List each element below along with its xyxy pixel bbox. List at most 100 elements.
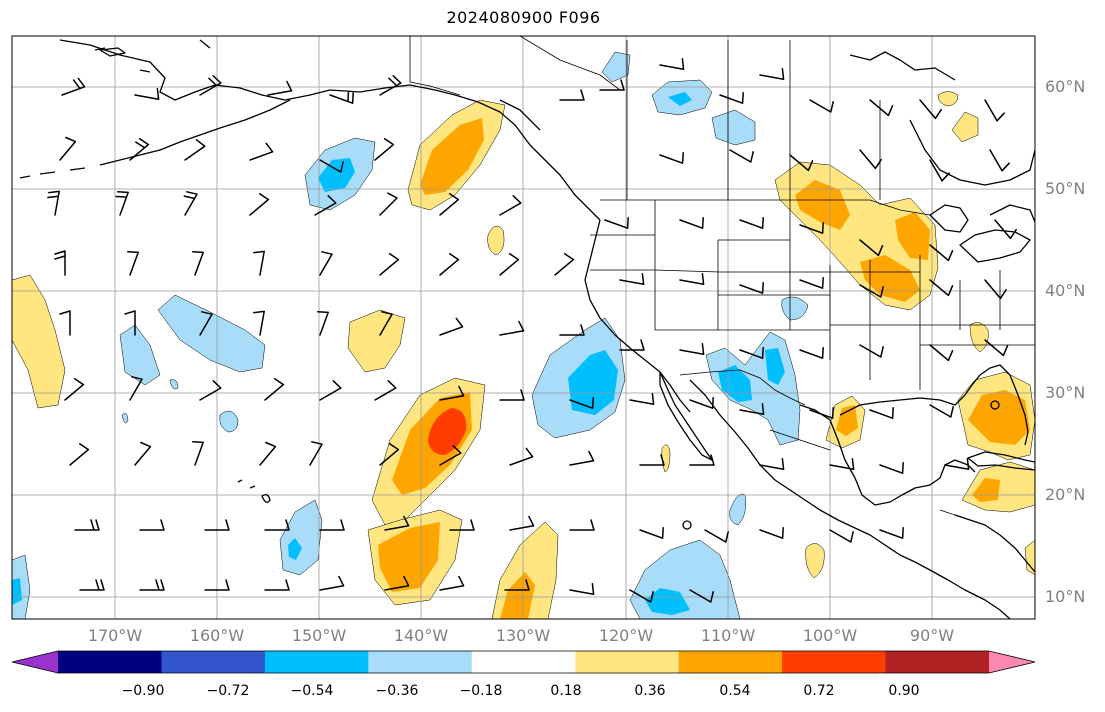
wind-barb xyxy=(559,324,585,336)
wind-barb xyxy=(759,458,785,470)
wind-barb xyxy=(449,519,475,531)
anomaly-region xyxy=(836,405,858,436)
wind-barb xyxy=(789,154,814,172)
wind-barb xyxy=(569,519,595,531)
wind-barb xyxy=(439,445,462,466)
wind-barb xyxy=(79,579,105,591)
wind-barb xyxy=(984,339,1009,357)
lat-label: 20°N xyxy=(1045,485,1086,504)
anomaly-region xyxy=(288,538,302,560)
wind-barb xyxy=(929,344,954,362)
border xyxy=(590,234,1035,346)
wind-barb xyxy=(619,339,645,351)
wind-barb xyxy=(729,149,754,163)
map-frame xyxy=(11,35,1036,620)
wind-barb xyxy=(739,403,765,415)
anomaly-region xyxy=(972,478,1000,502)
wind-barb xyxy=(944,458,970,470)
colorbar-segment xyxy=(678,651,783,673)
wind-barb xyxy=(619,273,645,285)
colorbar xyxy=(11,650,1036,674)
wind-barb xyxy=(309,441,323,466)
wind-barb xyxy=(639,454,665,466)
colorbar-segment xyxy=(58,651,162,673)
lat-label: 10°N xyxy=(1045,587,1086,606)
wind-barb xyxy=(659,58,685,70)
wind-barb xyxy=(69,443,90,466)
lon-label: 130°W xyxy=(495,626,551,645)
wind-barb xyxy=(379,192,398,216)
wind-barb xyxy=(569,397,594,409)
wind-barb xyxy=(499,320,525,336)
wind-barb xyxy=(799,222,824,234)
anomaly-region xyxy=(420,118,484,195)
negative-anomaly-regions xyxy=(12,51,809,619)
anomaly-region xyxy=(805,543,825,579)
anomaly-region xyxy=(951,111,979,143)
wind-barb xyxy=(264,579,290,591)
anomaly-region xyxy=(428,408,467,455)
anomaly-region xyxy=(500,572,535,619)
positive-anomaly-regions xyxy=(12,91,1035,619)
wind-barb xyxy=(259,441,277,466)
lon-label: 170°W xyxy=(87,626,143,645)
coastline xyxy=(959,229,1031,263)
wind-barb xyxy=(264,378,285,401)
wind-barb xyxy=(859,149,882,170)
anomaly-region xyxy=(729,493,746,526)
wind-barb xyxy=(124,310,136,336)
political-borders xyxy=(409,36,1035,521)
colorbar-tick-label: −0.72 xyxy=(206,683,250,699)
coastline xyxy=(967,451,1035,471)
wind-barb xyxy=(134,441,152,466)
wind-barb xyxy=(719,92,744,104)
island xyxy=(990,400,1000,410)
colorbar-outline xyxy=(11,650,1036,674)
border xyxy=(519,36,621,91)
colorbar-segment xyxy=(782,651,887,673)
anomaly-region xyxy=(1024,539,1035,576)
wind-barb xyxy=(629,393,655,405)
anomaly-region xyxy=(968,390,1030,445)
wind-barb xyxy=(267,80,293,96)
wind-barb xyxy=(984,279,1007,300)
colorbar-segment xyxy=(161,651,266,673)
border xyxy=(679,369,806,406)
wind-barb xyxy=(879,462,904,474)
wind-barb xyxy=(929,159,950,182)
wind-barb xyxy=(183,191,198,216)
wind-barb xyxy=(879,527,904,539)
anomaly-region xyxy=(860,255,920,302)
wind-barb xyxy=(249,142,274,161)
colorbar-tick-label: −0.18 xyxy=(459,683,503,699)
coastline xyxy=(989,204,1035,223)
wind-barb xyxy=(659,152,684,164)
border xyxy=(626,40,881,200)
colorbar-segment xyxy=(264,651,369,673)
coastline xyxy=(94,47,541,131)
wind-barb xyxy=(253,250,265,276)
wind-barbs xyxy=(47,58,1017,603)
wind-barb xyxy=(559,89,585,101)
anomaly-region xyxy=(12,554,31,619)
wind-barb xyxy=(829,529,854,543)
border xyxy=(654,200,921,390)
wind-barb xyxy=(47,190,60,216)
wind-barb xyxy=(739,217,764,229)
wind-barb xyxy=(869,407,894,419)
wind-barb xyxy=(379,253,400,276)
colorbar-tick-label: 0.72 xyxy=(803,683,835,699)
wind-barb xyxy=(509,515,535,531)
wind-barb xyxy=(799,347,824,359)
wind-barb xyxy=(384,575,410,591)
wind-barb xyxy=(319,519,345,531)
wind-barb xyxy=(809,407,834,419)
wind-barb xyxy=(739,282,764,294)
wind-barb xyxy=(384,515,410,531)
wind-barb xyxy=(59,310,71,336)
colorbar-tick-label: −0.36 xyxy=(375,683,419,699)
colorbar-tick-label: 0.36 xyxy=(634,683,666,699)
wind-barb xyxy=(64,378,85,401)
colorbar-tick-label: 0.54 xyxy=(719,683,751,699)
